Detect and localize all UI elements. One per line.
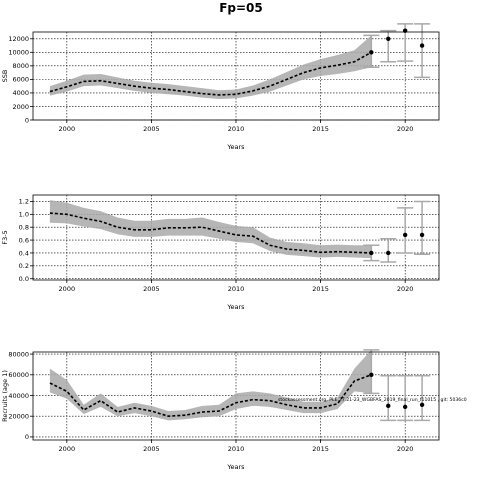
ssb-forecast-point (419, 43, 425, 48)
f-xlabel: Years (226, 303, 245, 311)
recruits-panel: 2000 2005 2010 2015 2020 0 20000 40000 60000 8000… (1, 349, 440, 471)
f-xtick-label: 2020 (397, 285, 414, 293)
ssb-xtick-label: 2020 (397, 125, 414, 133)
ssb-ytick-label: 2000 (12, 103, 29, 111)
recruits-xtick-label: 2000 (59, 445, 76, 453)
ssb-ytick-label: 6000 (12, 76, 29, 84)
recruits-ytick-label: 20000 (8, 412, 29, 420)
f-ytick-label: 1.2 (19, 198, 29, 206)
recruits-ytick-label: 80000 (8, 350, 29, 358)
source-annotation: stockassessment.org, PLE.27.21-23_WGBFAS… (278, 397, 467, 403)
f-forecast-point (369, 250, 374, 256)
f-xtick-label: 2000 (59, 285, 76, 293)
f-ytick-label: 0.2 (19, 262, 29, 270)
recruits-xtick-label: 2015 (312, 445, 329, 453)
f-ytick-label: 1.0 (19, 211, 29, 219)
f-forecast-point (386, 250, 391, 256)
recruits-forecast-point (386, 403, 391, 409)
ssb-xtick-label: 2000 (59, 125, 76, 133)
f-ytick-label: 0.0 (19, 275, 29, 283)
recruits-ytick-label: 40000 (8, 392, 29, 400)
ssb-ylabel: SSB (1, 70, 9, 83)
f-xtick-label: 2010 (228, 285, 245, 293)
ssb-xtick-label: 2015 (312, 125, 329, 133)
ssb-ytick-label: 4000 (12, 89, 29, 97)
ssb-xtick-label: 2005 (143, 125, 160, 133)
ssb-ytick-label: 12000 (8, 35, 29, 43)
ssb-forecast-point (369, 50, 374, 55)
ssb-ytick-label: 0 (25, 116, 29, 124)
recruits-xtick-label: 2010 (228, 445, 245, 453)
recruits-xtick-label: 2005 (143, 445, 160, 453)
ssb-ytick-label: 8000 (12, 62, 29, 70)
recruits-ytick-label: 60000 (8, 371, 29, 379)
ssb-ytick-label: 10000 (8, 49, 29, 57)
ssb-ci-band (49, 35, 372, 100)
recruits-estimate-line (49, 374, 372, 417)
recruits-forecast-point (402, 404, 408, 410)
recruits-forecast-point (369, 372, 374, 377)
f-ylabel: F3-5 (1, 230, 9, 244)
recruits-ylabel: Recruits (age 1) (1, 370, 9, 422)
recruits-ytick-label: 0 (25, 433, 29, 441)
ssb-forecast-point (386, 36, 391, 41)
ssb-estimate-line (49, 51, 372, 96)
recruits-forecast-point (419, 402, 425, 407)
f-estimate-line (49, 212, 372, 254)
ssb-xtick-label: 2010 (228, 125, 245, 133)
f-panel: 2000 2005 2010 2015 2020 0.0 0.2 0.4 0.6 0.8 1.0 1.… (1, 194, 440, 311)
f-forecast-point (419, 232, 425, 238)
recruits-xlabel: Years (226, 463, 245, 471)
f-xtick-label: 2015 (312, 285, 329, 293)
f-ytick-label: 0.6 (19, 236, 29, 244)
f-ytick-label: 0.8 (19, 223, 29, 231)
f-ytick-label: 0.4 (19, 249, 29, 257)
ssb-panel: 2000 2005 2010 2015 2020 0 2000 4000 6000 8000 100… (1, 23, 440, 151)
figure-title: Fp=05 (219, 1, 263, 15)
recruits-ci-band (49, 349, 372, 421)
f-forecast-point (402, 232, 408, 238)
f-xtick-label: 2005 (143, 285, 160, 293)
ssb-xlabel: Years (226, 143, 245, 151)
recruits-xtick-label: 2020 (397, 445, 414, 453)
